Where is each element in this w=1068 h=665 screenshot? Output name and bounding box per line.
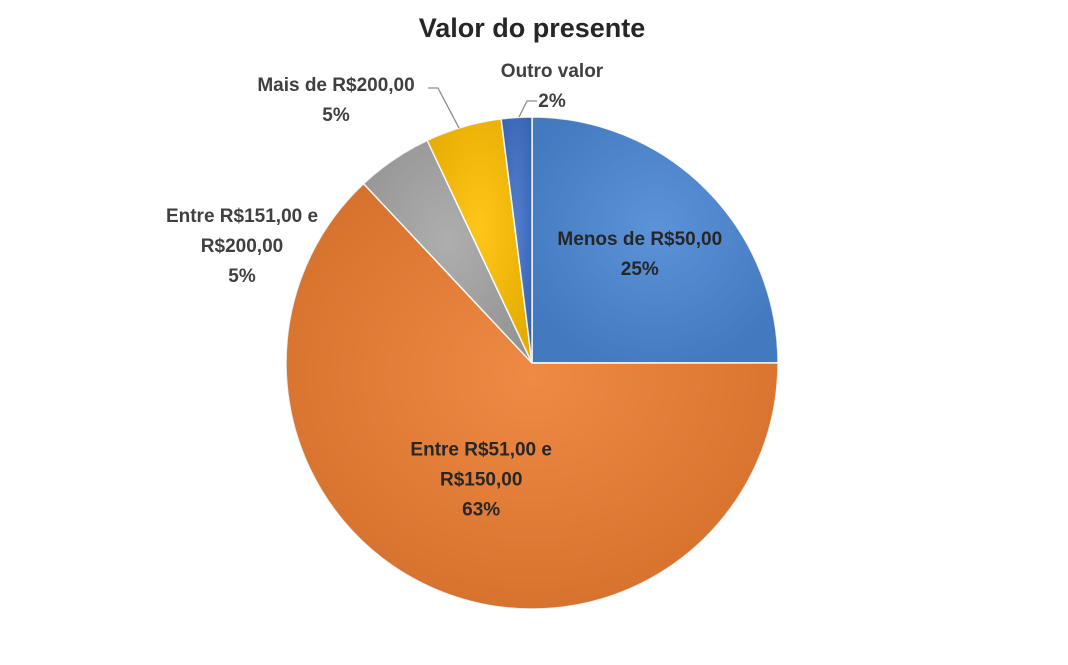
slice-name-label-5: Outro valor [501, 61, 604, 82]
slice-label-5: Outro valor 2% [501, 61, 604, 112]
slice-value-label-1: 25% [621, 259, 659, 280]
slice-name-label-1: Menos de R$50,00 [557, 229, 722, 250]
leader-line-4 [428, 87, 460, 129]
slice-value-label-4: 5% [322, 105, 350, 126]
pie-slices [285, 116, 779, 610]
slice-name-label-4: Mais de R$200,00 [257, 75, 414, 96]
slice-value-label-2: 63% [462, 499, 500, 520]
pie-labels: Menos de R$50,00 25% Entre R$51,00 e R$150,… [166, 61, 722, 520]
slice-label-1: Menos de R$50,00 25% [557, 229, 722, 280]
slice-name-label-3: Entre R$151,00 e [166, 206, 318, 227]
leader-line-5 [518, 100, 537, 118]
slice-value-label-5: 2% [538, 91, 566, 112]
slice-value-label-3: 5% [228, 266, 256, 287]
slice-label-3: Entre R$151,00 e R$200,00 5% [166, 206, 318, 287]
slice-name-label-3: R$200,00 [201, 236, 283, 257]
slice-name-label-2: R$150,00 [440, 469, 522, 490]
slice-name-label-2: Entre R$51,00 e [410, 439, 552, 460]
slice-label-2: Entre R$51,00 e R$150,00 63% [410, 439, 552, 520]
slice-label-4: Mais de R$200,00 5% [257, 75, 414, 126]
chart-title: Valor do presente [419, 13, 646, 43]
